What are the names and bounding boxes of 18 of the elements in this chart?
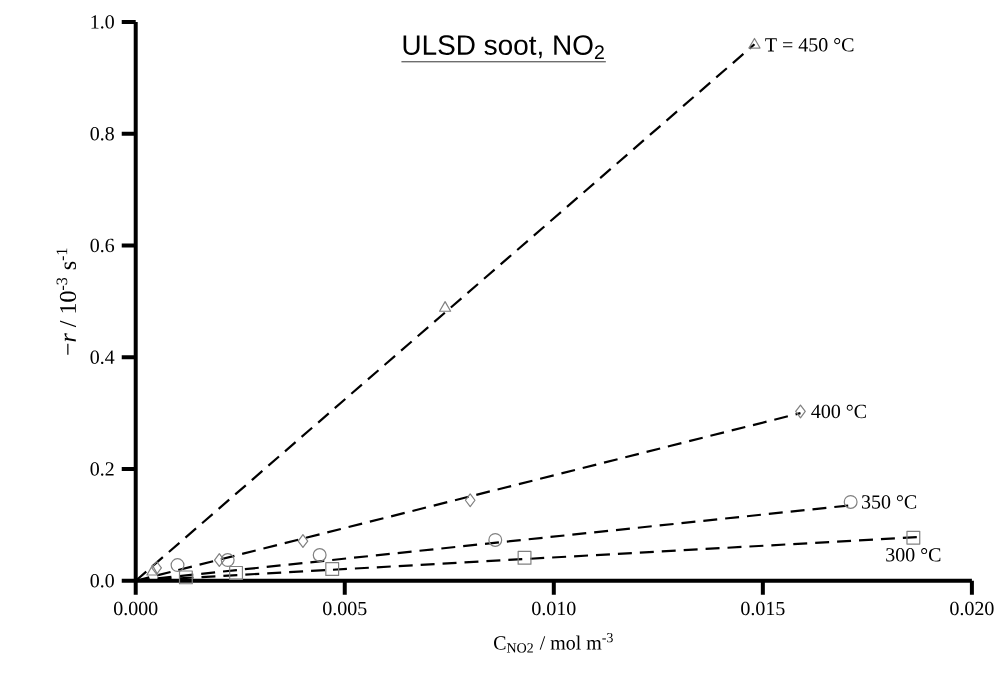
series-label: 300 °C [886, 547, 941, 562]
y-tick-label: 0.4 [90, 350, 115, 364]
x-tick-label: 0.005 [323, 601, 367, 616]
series-label: 400 °C [811, 404, 866, 418]
chart-title: ULSD soot, NO$_{2}$ [403, 34, 604, 59]
x-axis-title: C$_{NO2}$ / mol m$^{-3}$ [494, 632, 613, 653]
series-label: 350 °C [861, 494, 917, 509]
x-tick-label: 0.000 [114, 601, 158, 616]
y-tick-label: 0.8 [90, 126, 114, 141]
y-axis-title: −r / 10$^{-3}$ s$^{-1}$ [56, 248, 77, 355]
x-tick-label: 0.010 [532, 601, 576, 616]
series-label: T = 450 °C [765, 37, 854, 52]
y-tick-label: 0.2 [90, 461, 114, 476]
x-tick-label: 0.015 [741, 601, 785, 616]
y-tick-label: 0.6 [90, 238, 115, 252]
y-tick-label: 1.0 [91, 14, 114, 29]
x-tick-label: 0.020 [950, 601, 994, 616]
y-tick-label: 0.0 [90, 573, 114, 588]
